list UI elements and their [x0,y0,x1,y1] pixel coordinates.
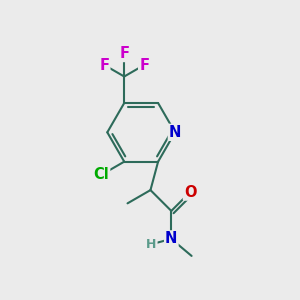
Text: F: F [139,58,149,73]
Text: N: N [165,231,178,246]
Text: F: F [119,46,129,61]
Text: F: F [99,58,109,73]
Text: N: N [169,125,181,140]
Text: O: O [184,184,197,200]
Text: H: H [146,238,157,251]
Text: Cl: Cl [93,167,109,182]
